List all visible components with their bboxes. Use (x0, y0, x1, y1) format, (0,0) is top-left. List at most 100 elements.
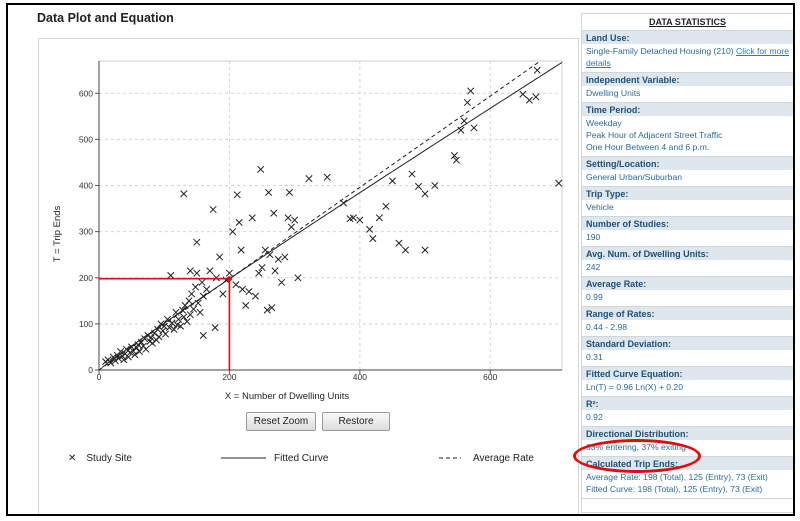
study-site-point (157, 320, 165, 328)
stats-section-label: Land Use: (582, 31, 793, 44)
x-tick-label: 400 (353, 372, 367, 382)
stats-section-value: General Urban/Suburban (582, 170, 793, 186)
fitted-curve-line (101, 61, 563, 368)
study-site-point (191, 283, 200, 291)
study-site-point (323, 173, 331, 181)
scatter-plot: 0 200 400 600 0 100 200 300 400 500 600 X = Number… (52, 60, 563, 402)
study-site-point (180, 313, 188, 321)
stats-value-line: Dwelling Units (586, 88, 641, 98)
study-site-point (167, 271, 175, 280)
solid-line-icon (221, 457, 266, 459)
stats-value-line: 242 (586, 262, 601, 272)
study-site-point (211, 324, 219, 332)
study-site-point (450, 151, 458, 160)
plot-area (98, 60, 563, 371)
stats-value-line: 0.31 (586, 352, 603, 362)
stats-section: R²: 0.92 (582, 397, 793, 427)
study-site-point (155, 333, 163, 341)
reset-zoom-button[interactable]: Reset Zoom (246, 412, 316, 431)
study-site-point (124, 353, 132, 361)
x-marker-icon: ✕ (68, 453, 77, 464)
stats-section-value: 0.44 - 2.98 (582, 320, 793, 336)
stats-section-label: Trip Type: (582, 187, 793, 200)
study-site-point (135, 347, 143, 356)
study-site-point (401, 246, 410, 254)
study-site-point (291, 216, 299, 224)
study-site-point (421, 190, 429, 198)
study-site-point (266, 251, 274, 259)
study-site-point (251, 292, 260, 300)
study-site-point (237, 246, 245, 254)
y-axis-label: T = Trip Ends (52, 205, 63, 262)
plot-panel: 0 200 400 600 0 100 200 300 400 500 600 X = Number… (38, 38, 579, 514)
study-site-point (519, 90, 527, 98)
stats-value-line: One Hour Between 4 and 6 p.m. (586, 142, 710, 152)
study-site-point (281, 253, 289, 261)
study-site-point (175, 315, 183, 323)
dashed-line-icon (439, 457, 461, 459)
study-site-point (287, 223, 295, 231)
stats-section-value: 0.99 (582, 290, 793, 306)
stats-section: Average Rate: 0.99 (582, 277, 793, 307)
stats-value-line: Single-Family Detached Housing (210) (586, 46, 734, 56)
study-site-point (193, 269, 201, 277)
study-site-point (209, 205, 217, 214)
study-site-point (294, 274, 302, 282)
stats-section: Fitted Curve Equation: Ln(T) = 0.96 Ln(X)… (582, 367, 793, 397)
study-site-point (206, 267, 214, 275)
stats-section: Land Use: Single-Family Detached Housing … (582, 31, 793, 73)
study-site-point (258, 264, 266, 272)
study-site-point (161, 330, 170, 338)
study-site-point (375, 214, 383, 222)
stats-section: Range of Rates: 0.44 - 2.98 (582, 307, 793, 337)
study-site-point (225, 269, 233, 277)
study-site-point (414, 182, 423, 190)
stats-section-value: Single-Family Detached Housing (210) Cli… (582, 44, 793, 72)
legend-fitted-curve-label: Fitted Curve (274, 453, 329, 464)
stats-section-label: Fitted Curve Equation: (582, 367, 793, 380)
study-site-point (198, 278, 206, 286)
study-site-point (235, 218, 243, 226)
stats-value-line: 0.92 (586, 412, 603, 422)
study-site-point (142, 345, 150, 353)
restore-button[interactable]: Restore (322, 412, 390, 431)
x-tick-label: 600 (483, 372, 497, 382)
stats-section: Number of Studies: 190 (582, 217, 793, 247)
stats-value-line: Ln(T) = 0.96 Ln(X) + 0.20 (586, 382, 683, 392)
study-site-point (274, 255, 282, 263)
stats-section: Directional Distribution: 63% entering, 3… (582, 427, 793, 457)
stats-section: Avg. Num. of Dwelling Units: 242 (582, 247, 793, 277)
data-statistics-panel: DATA STATISTICS Land Use: Single-Family D… (581, 13, 793, 513)
study-site-point (163, 315, 172, 323)
stats-section-label: Avg. Num. of Dwelling Units: (582, 247, 793, 260)
stats-value-line: 0.44 - 2.98 (586, 322, 628, 332)
stats-value-line: 63% entering, 37% exiting (586, 442, 686, 452)
stats-title: DATA STATISTICS (582, 14, 793, 31)
study-site-point (245, 288, 253, 296)
study-site-point (257, 165, 265, 173)
study-site-point (219, 290, 227, 298)
y-tick-label: 100 (79, 319, 93, 329)
stats-section-label: Calculated Trip Ends: (582, 457, 793, 470)
stats-section: Time Period: Weekday Peak Hour of Adjacent… (582, 103, 793, 157)
stats-value-line: Fitted Curve: 198 (Total), 125 (Entry), … (586, 484, 763, 494)
study-site-point (248, 214, 256, 222)
study-site-point (188, 290, 196, 298)
y-tick-label: 400 (79, 181, 93, 191)
legend-fitted-curve: Fitted Curve (221, 453, 328, 464)
legend-average-rate: Average Rate (439, 453, 534, 464)
stats-section-value: Ln(T) = 0.96 Ln(X) + 0.20 (582, 380, 793, 396)
study-site-point (284, 214, 292, 222)
study-site-point (431, 181, 439, 190)
study-site-point (212, 274, 220, 282)
study-site-point (366, 225, 374, 233)
click-for-more-details-link[interactable]: Click for more details (586, 46, 790, 68)
y-tick-label: 600 (79, 88, 93, 98)
stats-section-value: Dwelling Units (582, 86, 793, 102)
stats-section-label: R²: (582, 397, 793, 410)
study-site-point (278, 278, 286, 286)
x-axis-label: X = Number of Dwelling Units (225, 391, 350, 402)
reference-point (226, 276, 233, 282)
legend-study-site-label: Study Site (86, 453, 132, 464)
study-site-point (233, 191, 241, 199)
